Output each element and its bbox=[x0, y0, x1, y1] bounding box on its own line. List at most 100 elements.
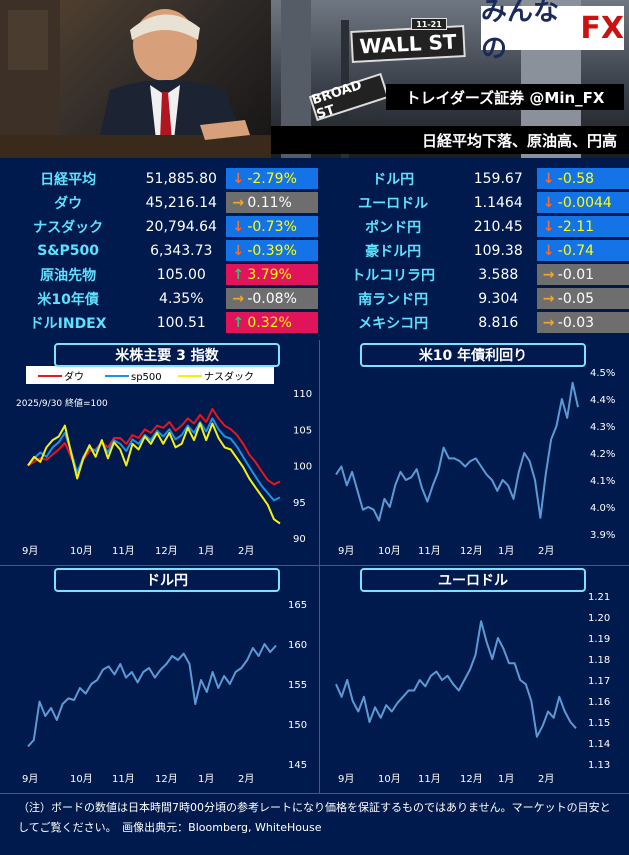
market-value: 3.588 bbox=[478, 266, 519, 283]
x-tick-label: 1月 bbox=[498, 545, 514, 557]
change-value: -0.05 bbox=[557, 290, 595, 307]
arrow-down-icon: ↓ bbox=[232, 170, 245, 187]
market-value: 105.00 bbox=[156, 266, 206, 283]
x-tick-label: 1月 bbox=[498, 773, 514, 785]
market-row: ドルINDEX 100.51 ↑ 0.32% メキシコ円 8.816 → -0.03 bbox=[0, 312, 629, 333]
market-value: 100.51 bbox=[156, 314, 206, 331]
y-tick-label: 4.0% bbox=[590, 503, 615, 514]
y-tick-label: 1.15 bbox=[588, 718, 610, 729]
market-value: 8.816 bbox=[478, 314, 519, 331]
market-change: ↓ -2.11 bbox=[536, 216, 629, 237]
market-name: ナスダック bbox=[33, 219, 104, 236]
market-value: 109.38 bbox=[473, 242, 523, 259]
y-tick-label: 1.16 bbox=[588, 697, 610, 708]
market-name: ユーロドル bbox=[358, 195, 429, 212]
x-tick-label: 11月 bbox=[112, 773, 135, 785]
x-tick-label: 9月 bbox=[22, 545, 38, 557]
cell-gap bbox=[318, 168, 326, 189]
y-tick-label: 105 bbox=[293, 425, 312, 436]
chart-divider-vertical bbox=[319, 340, 320, 793]
market-change: → -0.03 bbox=[536, 312, 629, 333]
series-line-main bbox=[335, 381, 579, 522]
header-banner: WALL ST 11-21 BROAD ST みんなの FX トレイダーズ証券 @… bbox=[0, 0, 629, 158]
market-value: 9.304 bbox=[478, 290, 519, 307]
arrow-right-icon: → bbox=[542, 290, 555, 307]
y-tick-label: 145 bbox=[288, 760, 307, 771]
change-value: -0.08% bbox=[247, 290, 297, 307]
market-row: 原油先物 105.00 ↑ 3.79% トルコリラ円 3.588 → -0.01 bbox=[0, 264, 629, 285]
market-row: 米10年債 4.35% → -0.08% 南ランド円 9.304 → -0.05 bbox=[0, 288, 629, 309]
y-tick-label: 4.3% bbox=[590, 422, 615, 433]
market-row: ダウ 45,216.14 → 0.11% ユーロドル 1.1464 ↓ -0.0044 bbox=[0, 192, 629, 213]
arrow-up-icon: ↑ bbox=[232, 266, 245, 283]
market-change: ↑ 3.79% bbox=[226, 264, 319, 285]
y-tick-label: 155 bbox=[288, 680, 307, 691]
chart-divider-horizontal bbox=[0, 565, 629, 566]
change-value: 3.79% bbox=[247, 266, 292, 283]
market-change: ↓ -0.73% bbox=[226, 216, 319, 237]
market-value: 45,216.14 bbox=[145, 194, 217, 211]
market-change: ↓ -2.79% bbox=[226, 168, 319, 189]
y-tick-label: 90 bbox=[293, 534, 306, 545]
x-tick-label: 11月 bbox=[418, 545, 441, 557]
market-value: 4.35% bbox=[159, 290, 204, 307]
market-change: → -0.08% bbox=[226, 288, 319, 309]
y-tick-label: 1.13 bbox=[588, 760, 610, 771]
market-value: 159.67 bbox=[473, 170, 523, 187]
cell-gap bbox=[318, 192, 326, 213]
market-change: → 0.11% bbox=[226, 192, 319, 213]
market-name: 米10年債 bbox=[37, 291, 99, 308]
market-row: S&P500 6,343.73 ↓ -0.39% 豪ドル円 109.38 ↓ -0.74 bbox=[0, 240, 629, 261]
market-change: ↓ -0.74 bbox=[536, 240, 629, 261]
y-tick-label: 4.1% bbox=[590, 476, 615, 487]
cell-gap bbox=[318, 216, 326, 237]
market-name: ドル円 bbox=[372, 171, 415, 188]
market-change: → -0.01 bbox=[536, 264, 629, 285]
change-value: -0.73% bbox=[247, 218, 297, 235]
photo-president-signing bbox=[0, 0, 271, 158]
change-value: -0.74 bbox=[557, 242, 595, 259]
y-tick-label: 3.9% bbox=[590, 530, 615, 541]
y-tick-label: 1.21 bbox=[588, 592, 610, 603]
market-change: → -0.05 bbox=[536, 288, 629, 309]
legend-label: ナスダック bbox=[204, 370, 254, 383]
x-tick-label: 11月 bbox=[112, 545, 135, 557]
legend-label: sp500 bbox=[131, 372, 162, 383]
change-value: -2.11 bbox=[557, 218, 595, 235]
legend-box bbox=[26, 366, 274, 384]
market-name: S&P500 bbox=[37, 242, 99, 259]
x-tick-label: 11月 bbox=[418, 773, 441, 785]
arrow-down-icon: ↓ bbox=[542, 194, 555, 211]
market-name: ドルINDEX bbox=[29, 315, 107, 332]
x-tick-label: 2月 bbox=[538, 545, 554, 557]
market-row: ナスダック 20,794.64 ↓ -0.73% ポンド円 210.45 ↓ -2.11 bbox=[0, 216, 629, 237]
arrow-down-icon: ↓ bbox=[542, 218, 555, 235]
minna-no-fx-logo: みんなの FX bbox=[481, 0, 624, 64]
x-tick-label: 2月 bbox=[538, 773, 554, 785]
arrow-down-icon: ↓ bbox=[542, 170, 555, 187]
y-tick-label: 1.18 bbox=[588, 655, 610, 666]
change-value: 0.32% bbox=[247, 314, 292, 331]
cell-gap bbox=[318, 288, 326, 309]
change-value: -0.58 bbox=[557, 170, 595, 187]
cell-gap bbox=[318, 240, 326, 261]
market-change: ↓ -0.0044 bbox=[536, 192, 629, 213]
y-tick-label: 95 bbox=[293, 498, 306, 509]
market-name: トルコリラ円 bbox=[351, 267, 435, 284]
x-tick-label: 12月 bbox=[155, 545, 178, 557]
x-tick-label: 9月 bbox=[338, 773, 354, 785]
market-name: ダウ bbox=[54, 195, 83, 212]
series-line-main bbox=[27, 643, 277, 748]
x-tick-label: 12月 bbox=[460, 773, 483, 785]
y-tick-label: 160 bbox=[288, 640, 307, 651]
arrow-right-icon: → bbox=[232, 194, 245, 211]
market-name: 原油先物 bbox=[40, 267, 97, 284]
y-tick-label: 100 bbox=[293, 462, 312, 473]
wall-st-sign: WALL ST bbox=[350, 25, 466, 63]
arrow-right-icon: → bbox=[232, 290, 245, 307]
photo-illustration bbox=[0, 0, 271, 158]
x-tick-label: 10月 bbox=[70, 773, 93, 785]
market-name: ポンド円 bbox=[365, 219, 422, 236]
chart-annotation: 2025/9/30 終値=100 bbox=[16, 397, 108, 409]
arrow-right-icon: → bbox=[542, 266, 555, 283]
